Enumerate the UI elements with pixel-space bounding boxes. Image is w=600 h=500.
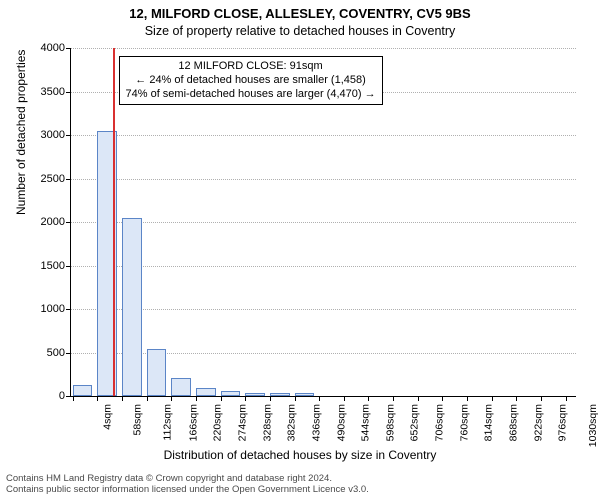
x-tick xyxy=(196,396,197,401)
x-tick-label: 652sqm xyxy=(409,404,421,441)
x-tick xyxy=(344,396,345,401)
x-tick xyxy=(97,396,98,401)
x-tick-label: 814sqm xyxy=(483,404,495,441)
x-tick xyxy=(319,396,320,401)
annotation-line-2: ← 24% of detached houses are smaller (1,… xyxy=(126,74,376,88)
y-tick xyxy=(66,266,71,267)
histogram-bar xyxy=(73,385,93,396)
x-tick-label: 598sqm xyxy=(384,404,396,441)
x-tick xyxy=(122,396,123,401)
gridline xyxy=(71,135,576,136)
x-tick-label: 274sqm xyxy=(236,404,248,441)
x-tick xyxy=(492,396,493,401)
y-tick-label: 0 xyxy=(59,390,65,402)
y-tick-label: 3500 xyxy=(41,86,65,98)
gridline xyxy=(71,179,576,180)
x-axis-title: Distribution of detached houses by size … xyxy=(0,448,600,462)
histogram-bar xyxy=(147,349,167,396)
gridline xyxy=(71,48,576,49)
gridline xyxy=(71,222,576,223)
footer-line-2: Contains public sector information licen… xyxy=(6,485,369,496)
x-tick-label: 868sqm xyxy=(507,404,519,441)
x-tick xyxy=(368,396,369,401)
y-tick xyxy=(66,92,71,93)
x-tick-label: 4sqm xyxy=(102,404,114,430)
x-tick xyxy=(221,396,222,401)
y-tick xyxy=(66,48,71,49)
x-tick xyxy=(393,396,394,401)
x-tick xyxy=(442,396,443,401)
y-tick xyxy=(66,222,71,223)
y-tick-label: 1500 xyxy=(41,260,65,272)
y-tick-label: 2500 xyxy=(41,173,65,185)
x-tick-label: 1030sqm xyxy=(587,404,599,447)
x-tick-label: 166sqm xyxy=(187,404,199,441)
gridline xyxy=(71,309,576,310)
chart-title-sub: Size of property relative to detached ho… xyxy=(0,24,600,38)
x-tick-label: 220sqm xyxy=(212,404,224,441)
property-marker-line xyxy=(113,48,115,396)
y-tick xyxy=(66,396,71,397)
y-axis-title: Number of detached properties xyxy=(14,50,28,215)
gridline xyxy=(71,266,576,267)
x-tick-label: 976sqm xyxy=(557,404,569,441)
x-tick xyxy=(147,396,148,401)
y-tick-label: 3000 xyxy=(41,129,65,141)
x-tick-label: 58sqm xyxy=(132,404,144,436)
histogram-bar xyxy=(295,393,315,396)
x-tick xyxy=(541,396,542,401)
y-tick xyxy=(66,179,71,180)
x-tick xyxy=(270,396,271,401)
histogram-bar xyxy=(245,393,265,396)
y-tick xyxy=(66,309,71,310)
x-tick-label: 544sqm xyxy=(360,404,372,441)
annotation-line-1: 12 MILFORD CLOSE: 91sqm xyxy=(126,60,376,74)
histogram-bar xyxy=(122,218,142,396)
y-tick xyxy=(66,135,71,136)
x-tick xyxy=(467,396,468,401)
x-tick xyxy=(245,396,246,401)
chart-footer: Contains HM Land Registry data © Crown c… xyxy=(6,474,369,496)
x-tick-label: 112sqm xyxy=(162,404,174,441)
y-tick-label: 2000 xyxy=(41,216,65,228)
chart-title-main: 12, MILFORD CLOSE, ALLESLEY, COVENTRY, C… xyxy=(0,6,600,21)
y-tick xyxy=(66,353,71,354)
x-tick xyxy=(516,396,517,401)
y-tick-label: 4000 xyxy=(41,42,65,54)
x-tick xyxy=(73,396,74,401)
histogram-bar xyxy=(196,388,216,396)
x-tick-label: 382sqm xyxy=(286,404,298,441)
y-tick-label: 500 xyxy=(47,347,65,359)
x-tick xyxy=(171,396,172,401)
x-tick-label: 436sqm xyxy=(310,404,322,441)
histogram-bar xyxy=(270,393,290,396)
y-tick-label: 1000 xyxy=(41,303,65,315)
x-tick-label: 922sqm xyxy=(532,404,544,441)
x-tick xyxy=(566,396,567,401)
x-tick-label: 706sqm xyxy=(433,404,445,441)
plot-area: 12 MILFORD CLOSE: 91sqm← 24% of detached… xyxy=(70,48,576,397)
histogram-bar xyxy=(221,391,241,396)
x-tick-label: 760sqm xyxy=(458,404,470,441)
histogram-bar xyxy=(171,378,191,396)
annotation-box: 12 MILFORD CLOSE: 91sqm← 24% of detached… xyxy=(119,56,383,105)
x-tick xyxy=(418,396,419,401)
annotation-line-3: 74% of semi-detached houses are larger (… xyxy=(126,88,376,102)
histogram-chart: 12, MILFORD CLOSE, ALLESLEY, COVENTRY, C… xyxy=(0,0,600,500)
x-tick xyxy=(295,396,296,401)
x-tick-label: 328sqm xyxy=(261,404,273,441)
x-tick-label: 490sqm xyxy=(335,404,347,441)
